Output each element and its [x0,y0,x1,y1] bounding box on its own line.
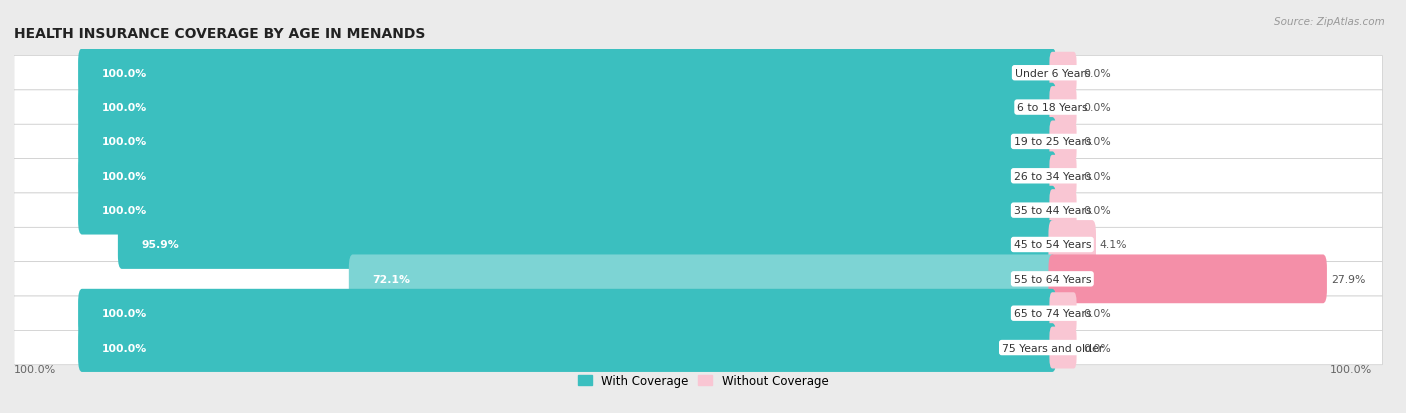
FancyBboxPatch shape [14,125,1382,159]
Text: 100.0%: 100.0% [101,171,146,181]
Text: 100.0%: 100.0% [101,206,146,216]
Text: 45 to 54 Years: 45 to 54 Years [1014,240,1091,250]
FancyBboxPatch shape [1049,121,1077,163]
Text: HEALTH INSURANCE COVERAGE BY AGE IN MENANDS: HEALTH INSURANCE COVERAGE BY AGE IN MENA… [14,27,426,41]
FancyBboxPatch shape [79,289,1056,338]
FancyBboxPatch shape [349,255,1056,304]
Text: 95.9%: 95.9% [141,240,179,250]
Text: 35 to 44 Years: 35 to 44 Years [1014,206,1091,216]
FancyBboxPatch shape [14,296,1382,330]
Text: 19 to 25 Years: 19 to 25 Years [1014,137,1091,147]
Text: 72.1%: 72.1% [373,274,411,284]
FancyBboxPatch shape [14,91,1382,125]
Text: 100.0%: 100.0% [101,69,146,78]
Text: 100.0%: 100.0% [101,343,146,353]
Text: 100.0%: 100.0% [101,103,146,113]
Text: 100.0%: 100.0% [101,309,146,318]
FancyBboxPatch shape [79,49,1056,98]
FancyBboxPatch shape [14,159,1382,194]
Text: 100.0%: 100.0% [101,137,146,147]
FancyBboxPatch shape [14,194,1382,228]
FancyBboxPatch shape [1049,155,1077,197]
Text: 0.0%: 0.0% [1084,171,1111,181]
FancyBboxPatch shape [1049,52,1077,95]
FancyBboxPatch shape [14,262,1382,296]
FancyBboxPatch shape [79,83,1056,132]
FancyBboxPatch shape [1049,190,1077,232]
Text: 55 to 64 Years: 55 to 64 Years [1014,274,1091,284]
FancyBboxPatch shape [1049,255,1327,304]
FancyBboxPatch shape [79,118,1056,166]
FancyBboxPatch shape [14,228,1382,262]
Text: 75 Years and older: 75 Years and older [1001,343,1102,353]
Text: Under 6 Years: Under 6 Years [1015,69,1090,78]
Text: 0.0%: 0.0% [1084,103,1111,113]
Text: 100.0%: 100.0% [1330,364,1372,374]
Text: 0.0%: 0.0% [1084,206,1111,216]
Text: 6 to 18 Years: 6 to 18 Years [1017,103,1088,113]
Text: 26 to 34 Years: 26 to 34 Years [1014,171,1091,181]
Text: Source: ZipAtlas.com: Source: ZipAtlas.com [1274,17,1385,26]
FancyBboxPatch shape [1049,327,1077,369]
Text: 27.9%: 27.9% [1331,274,1365,284]
FancyBboxPatch shape [79,323,1056,372]
FancyBboxPatch shape [1049,87,1077,129]
FancyBboxPatch shape [79,152,1056,201]
FancyBboxPatch shape [14,57,1382,91]
Legend: With Coverage, Without Coverage: With Coverage, Without Coverage [572,369,834,392]
FancyBboxPatch shape [1049,221,1097,269]
Text: 4.1%: 4.1% [1099,240,1128,250]
Text: 0.0%: 0.0% [1084,343,1111,353]
FancyBboxPatch shape [118,221,1056,269]
FancyBboxPatch shape [14,330,1382,365]
Text: 0.0%: 0.0% [1084,137,1111,147]
Text: 65 to 74 Years: 65 to 74 Years [1014,309,1091,318]
Text: 0.0%: 0.0% [1084,309,1111,318]
FancyBboxPatch shape [79,186,1056,235]
FancyBboxPatch shape [1049,292,1077,335]
Text: 0.0%: 0.0% [1084,69,1111,78]
Text: 100.0%: 100.0% [14,364,56,374]
